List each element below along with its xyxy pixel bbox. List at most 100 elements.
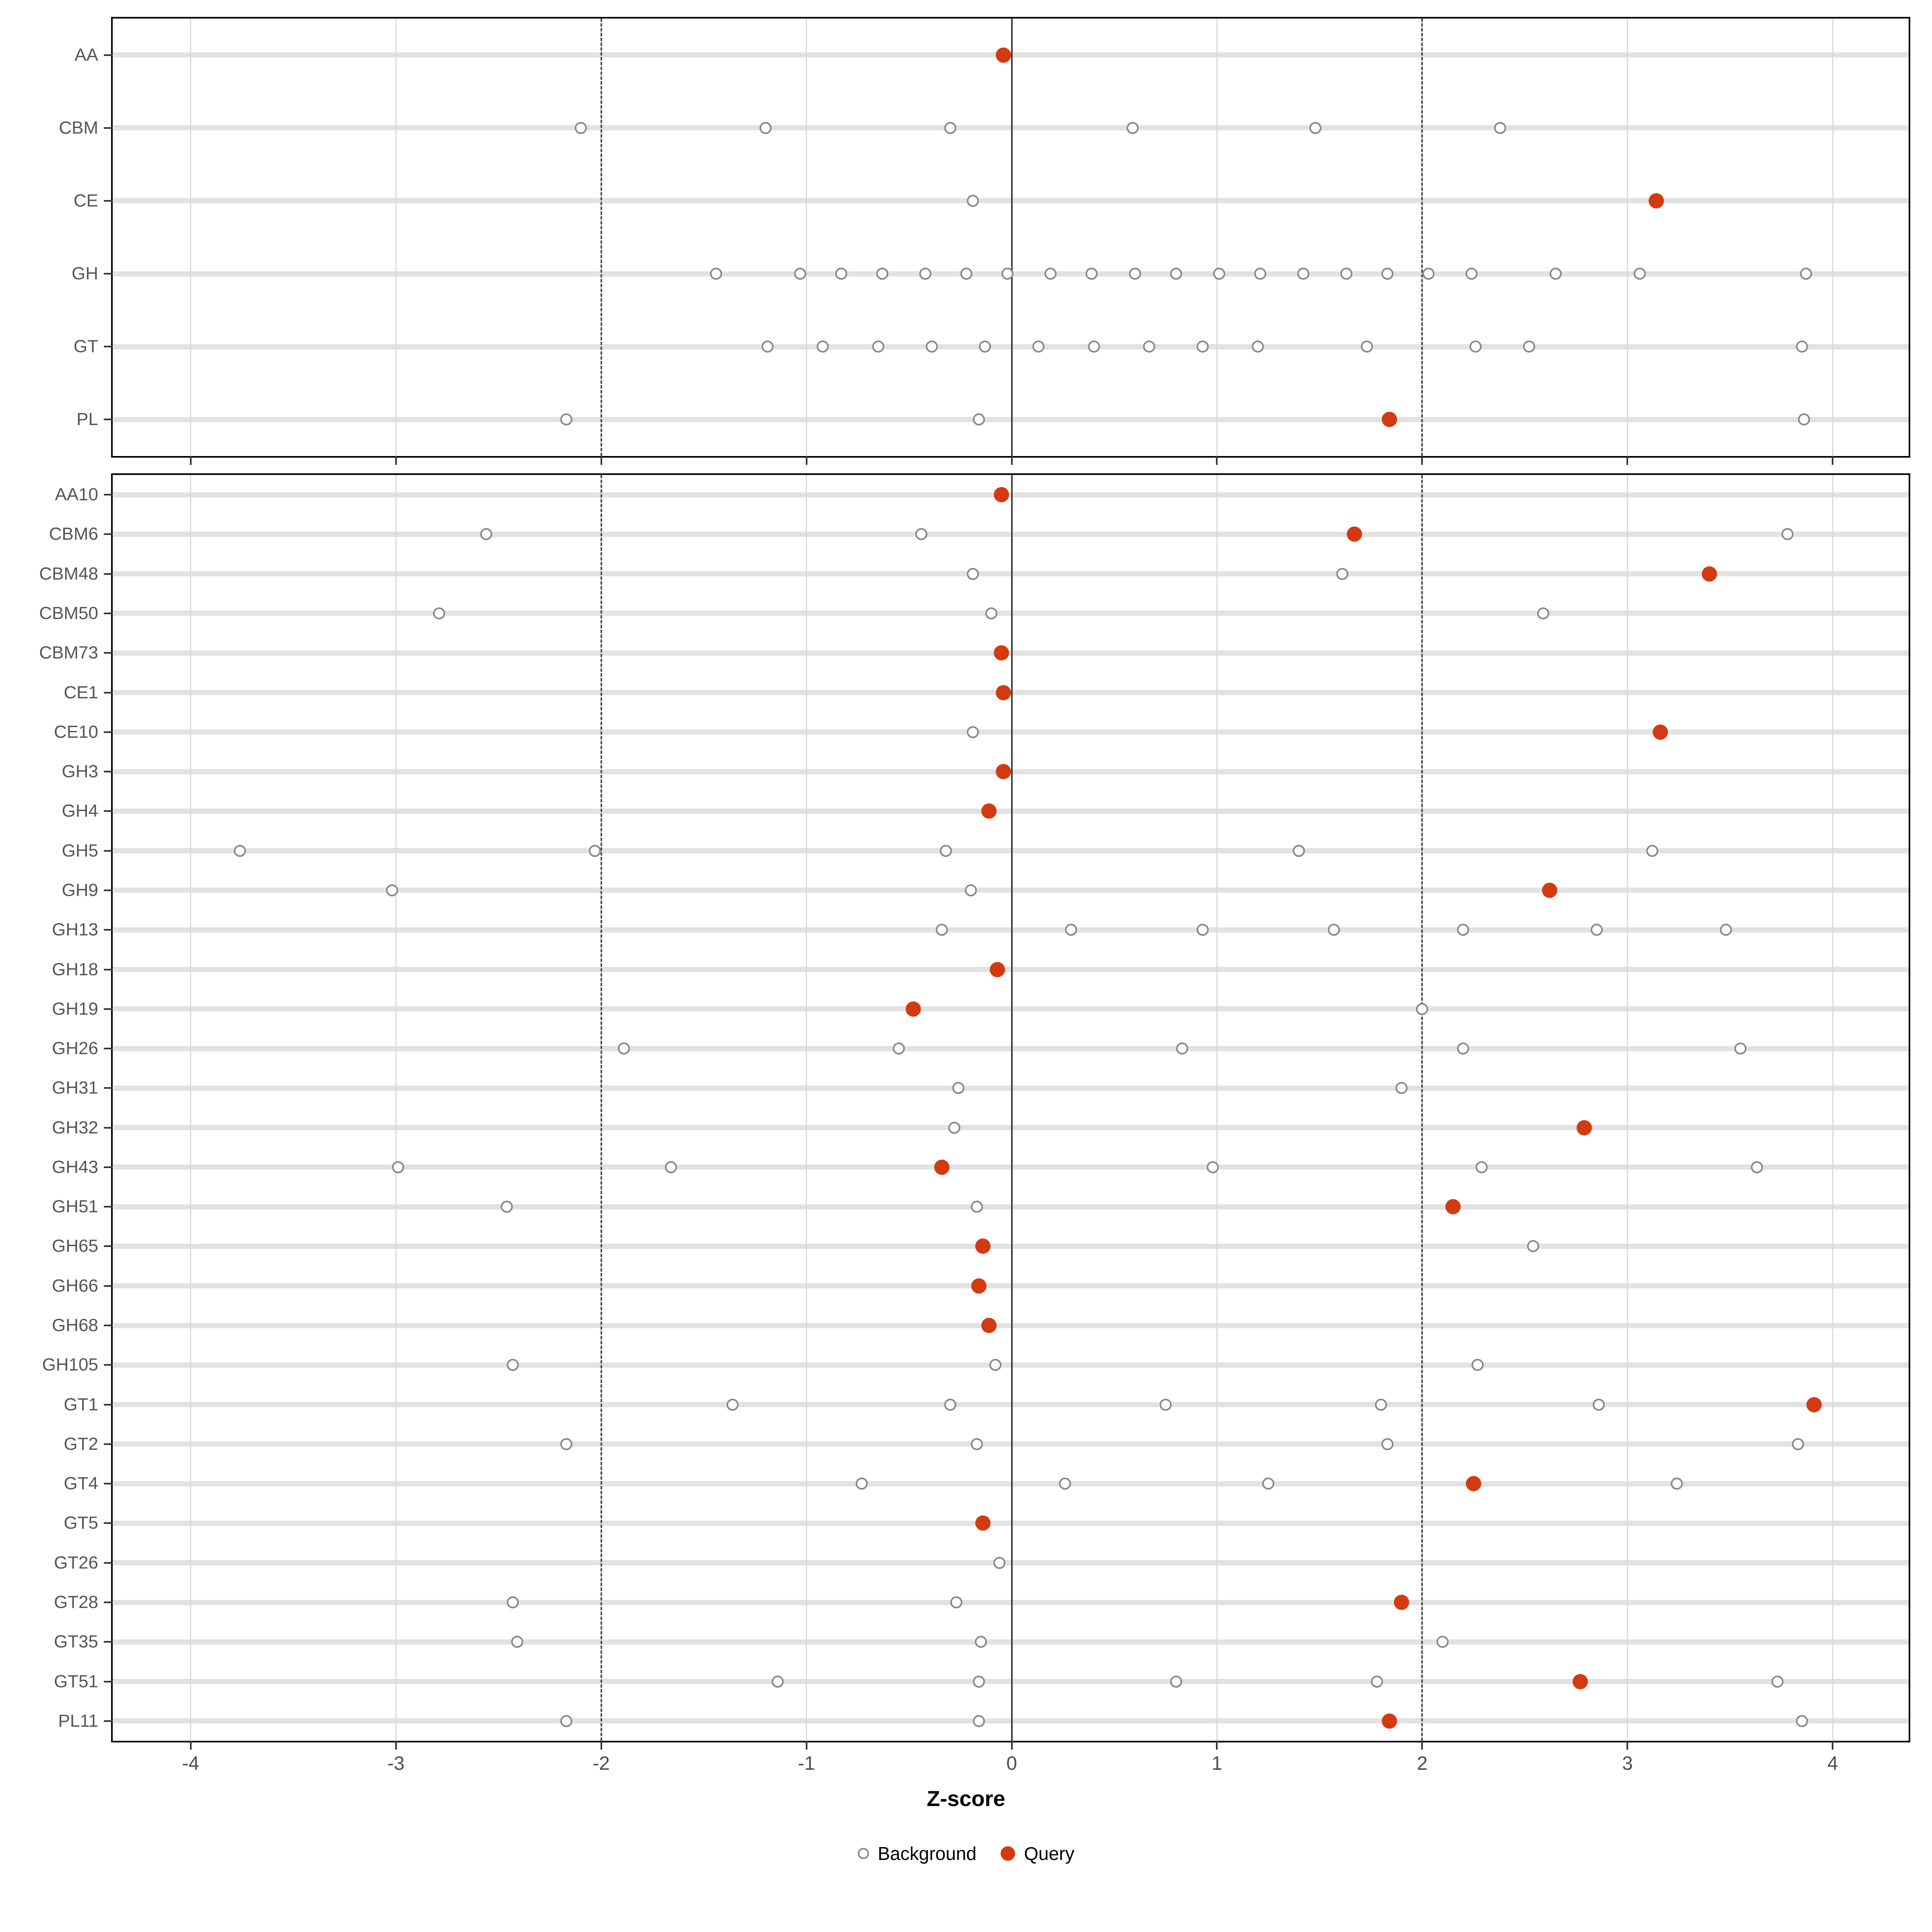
y-tick bbox=[104, 652, 113, 654]
background-point bbox=[1457, 1042, 1470, 1055]
x-tick bbox=[1832, 456, 1834, 465]
x-tick bbox=[805, 1741, 807, 1750]
background-point bbox=[1262, 1478, 1274, 1490]
background-point bbox=[1340, 268, 1352, 280]
background-point bbox=[386, 884, 398, 896]
x-tick-label: -3 bbox=[387, 1753, 405, 1774]
query-point bbox=[1394, 1595, 1410, 1610]
background-point bbox=[1771, 1675, 1783, 1688]
row-label: GH19 bbox=[52, 999, 98, 1019]
background-point bbox=[893, 1042, 905, 1055]
background-point bbox=[1336, 568, 1348, 580]
background-point bbox=[1293, 844, 1305, 857]
y-tick bbox=[104, 200, 113, 202]
background-point bbox=[1143, 341, 1156, 353]
background-point bbox=[817, 341, 829, 353]
row-label: GH5 bbox=[62, 840, 98, 861]
row-label: CBM48 bbox=[39, 564, 98, 584]
reference-line-dashed bbox=[1421, 475, 1423, 1741]
background-point bbox=[507, 1596, 519, 1609]
y-tick bbox=[104, 533, 113, 535]
query-point bbox=[994, 487, 1009, 503]
background-point bbox=[1750, 1161, 1763, 1173]
background-point bbox=[940, 844, 952, 857]
background-point bbox=[1381, 268, 1393, 280]
reference-line-dashed bbox=[600, 19, 602, 456]
row-gridline bbox=[113, 1402, 1909, 1408]
query-point bbox=[1702, 566, 1717, 582]
row-gridline bbox=[113, 1639, 1909, 1645]
vertical-gridline bbox=[1216, 475, 1218, 1741]
background-point bbox=[1796, 341, 1808, 353]
background-point bbox=[1395, 1082, 1408, 1094]
row-gridline bbox=[113, 1125, 1909, 1131]
query-point bbox=[981, 1318, 997, 1333]
row-label: GT28 bbox=[54, 1592, 98, 1612]
vertical-gridline bbox=[190, 19, 192, 456]
row-label: CBM73 bbox=[39, 643, 98, 663]
row-gridline bbox=[113, 1164, 1909, 1170]
background-point bbox=[761, 341, 774, 353]
row-gridline bbox=[113, 1362, 1909, 1368]
background-point bbox=[1328, 924, 1340, 936]
y-tick bbox=[104, 1483, 113, 1485]
background-legend-label: Background bbox=[877, 1843, 977, 1864]
background-legend-marker-icon bbox=[857, 1848, 869, 1859]
y-tick bbox=[104, 929, 113, 931]
y-tick bbox=[104, 1325, 113, 1327]
background-point bbox=[1371, 1675, 1383, 1688]
background-point bbox=[975, 1636, 987, 1648]
query-point bbox=[971, 1278, 987, 1294]
background-point bbox=[964, 884, 977, 896]
background-point bbox=[617, 1042, 630, 1055]
x-tick bbox=[190, 1741, 192, 1750]
query-point bbox=[996, 764, 1011, 780]
y-tick bbox=[104, 1641, 113, 1643]
background-point bbox=[507, 1359, 519, 1371]
row-gridline bbox=[113, 611, 1909, 616]
y-tick bbox=[104, 771, 113, 773]
row-gridline bbox=[113, 531, 1909, 537]
background-point bbox=[1309, 122, 1322, 134]
vertical-gridline bbox=[1627, 19, 1628, 456]
background-point bbox=[1590, 924, 1603, 936]
x-tick bbox=[395, 1741, 397, 1750]
row-gridline bbox=[113, 808, 1909, 814]
background-point bbox=[985, 607, 997, 619]
row-label: CBM50 bbox=[39, 603, 98, 623]
background-point bbox=[1127, 122, 1139, 134]
background-point bbox=[1734, 1042, 1746, 1055]
x-tick-label: -1 bbox=[798, 1753, 815, 1774]
row-label: GT51 bbox=[54, 1671, 98, 1691]
row-gridline bbox=[113, 1085, 1909, 1091]
reference-line-dashed bbox=[600, 475, 602, 1741]
x-tick bbox=[190, 456, 192, 465]
y-tick bbox=[104, 573, 113, 575]
y-tick bbox=[104, 1206, 113, 1208]
row-gridline bbox=[113, 1283, 1909, 1289]
background-point bbox=[560, 1438, 572, 1450]
query-point bbox=[1806, 1397, 1822, 1412]
background-point bbox=[952, 1082, 964, 1094]
y-tick bbox=[104, 968, 113, 970]
y-tick bbox=[104, 1680, 113, 1682]
background-point bbox=[1494, 122, 1507, 134]
row-gridline bbox=[113, 729, 1909, 735]
x-tick bbox=[600, 456, 602, 465]
y-tick bbox=[104, 1048, 113, 1050]
background-point bbox=[1537, 607, 1550, 619]
query-point bbox=[1652, 724, 1668, 740]
row-label: CE10 bbox=[54, 722, 98, 742]
x-tick bbox=[1216, 456, 1218, 465]
query-point bbox=[1347, 526, 1362, 542]
x-tick bbox=[1421, 1741, 1423, 1750]
background-point bbox=[1781, 528, 1794, 541]
background-point bbox=[710, 268, 722, 280]
panel-families bbox=[111, 17, 1910, 458]
vertical-gridline bbox=[395, 475, 397, 1741]
row-label: GH26 bbox=[52, 1038, 98, 1059]
background-point bbox=[1670, 1478, 1683, 1490]
background-point bbox=[1592, 1398, 1605, 1411]
x-tick-label: 1 bbox=[1212, 1753, 1222, 1774]
y-tick bbox=[104, 1166, 113, 1168]
